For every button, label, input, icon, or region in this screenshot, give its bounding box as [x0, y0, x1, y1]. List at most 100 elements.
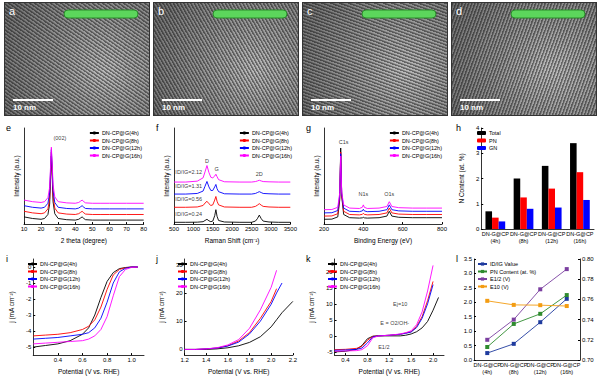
svg-text:DN-CP@G(16h): DN-CP@G(16h): [190, 284, 230, 290]
svg-text:DN-CP@G(12h): DN-CP@G(12h): [252, 145, 292, 151]
svg-text:600: 600: [398, 226, 409, 232]
svg-text:DN-CP@G(4h): DN-CP@G(4h): [102, 130, 139, 136]
svg-text:1: 1: [476, 201, 480, 207]
svg-text:-4: -4: [26, 328, 32, 334]
svg-text:1.0: 1.0: [128, 357, 137, 363]
svg-text:DN-CP@G(16h): DN-CP@G(16h): [252, 153, 292, 159]
svg-text:DN-CP@G(12h): DN-CP@G(12h): [340, 276, 380, 282]
svg-text:0.8: 0.8: [103, 357, 112, 363]
svg-text:0.4: 0.4: [54, 357, 63, 363]
svg-text:0.78: 0.78: [582, 276, 594, 282]
svg-text:0.72: 0.72: [582, 337, 594, 343]
svg-text:500: 500: [169, 226, 180, 232]
svg-text:2.0: 2.0: [429, 357, 438, 363]
svg-text:-5: -5: [327, 349, 333, 355]
svg-text:Total: Total: [489, 130, 501, 136]
svg-text:1.2: 1.2: [385, 357, 394, 363]
svg-text:Potential (V vs. RHE): Potential (V vs. RHE): [208, 368, 269, 376]
svg-text:N1s: N1s: [358, 191, 368, 197]
svg-text:k: k: [306, 254, 311, 264]
svg-text:e: e: [6, 123, 11, 133]
svg-text:Potential (V vs. RHE): Potential (V vs. RHE): [58, 368, 119, 376]
svg-text:0.74: 0.74: [582, 317, 594, 323]
svg-text:N Content (at. %): N Content (at. %): [458, 153, 466, 203]
svg-text:1.5: 1.5: [464, 314, 473, 320]
svg-text:3500: 3500: [284, 226, 298, 232]
svg-text:(4h): (4h): [490, 238, 500, 244]
svg-text:1.8: 1.8: [245, 357, 254, 363]
svg-text:-2: -2: [26, 296, 32, 302]
svg-text:j: j: [155, 254, 158, 264]
svg-text:1000: 1000: [187, 226, 201, 232]
svg-text:DN-CP@G(12h): DN-CP@G(12h): [40, 276, 80, 282]
svg-text:-1: -1: [26, 280, 32, 286]
svg-text:40: 40: [72, 226, 79, 232]
svg-text:PN: PN: [489, 138, 497, 144]
svg-text:E = O2/OH-: E = O2/OH-: [380, 320, 409, 326]
svg-text:10: 10: [176, 318, 183, 324]
svg-text:DN-CP@G(16h): DN-CP@G(16h): [340, 284, 380, 290]
svg-text:400: 400: [358, 226, 369, 232]
svg-text:Intensity (a.u.): Intensity (a.u.): [13, 155, 21, 196]
svg-text:j (mA cm⁻²): j (mA cm⁻²): [158, 291, 166, 324]
svg-text:DN-CP@G(4h): DN-CP@G(4h): [40, 261, 77, 267]
svg-text:2D: 2D: [256, 171, 263, 177]
svg-text:DN-CP@G(4h): DN-CP@G(4h): [190, 261, 227, 267]
svg-text:50: 50: [89, 226, 96, 232]
svg-text:2 theta (degree): 2 theta (degree): [61, 237, 107, 245]
svg-text:Ej=10: Ej=10: [393, 301, 407, 307]
svg-text:10: 10: [326, 301, 333, 307]
svg-text:0.8: 0.8: [363, 357, 372, 363]
svg-text:Intensity (a.u.): Intensity (a.u.): [313, 155, 321, 196]
svg-text:g: g: [306, 123, 311, 133]
svg-text:0.6: 0.6: [78, 357, 87, 363]
svg-text:DN-G@CP: DN-G@CP: [566, 231, 594, 237]
svg-text:10: 10: [21, 226, 28, 232]
svg-text:Raman Shift (cm⁻¹): Raman Shift (cm⁻¹): [205, 237, 260, 245]
svg-text:ID/IG=1.31: ID/IG=1.31: [175, 183, 202, 189]
svg-text:20: 20: [38, 226, 45, 232]
svg-text:DN-CP@G(12h): DN-CP@G(12h): [190, 276, 230, 282]
svg-text:(8h): (8h): [519, 238, 529, 244]
svg-text:(8h): (8h): [509, 369, 519, 375]
svg-text:-5: -5: [26, 344, 32, 350]
svg-text:0: 0: [329, 333, 333, 339]
svg-text:j (mA cm⁻²): j (mA cm⁻²): [308, 291, 316, 324]
svg-text:0.5: 0.5: [464, 343, 473, 349]
svg-text:DN-CP@G(4h): DN-CP@G(4h): [402, 130, 439, 136]
svg-text:DN-CP@G(4h): DN-CP@G(4h): [340, 261, 377, 267]
svg-text:0.70: 0.70: [582, 357, 594, 363]
svg-text:1500: 1500: [206, 226, 220, 232]
svg-text:DN-CP@G(16h): DN-CP@G(16h): [402, 153, 442, 159]
svg-text:3.5: 3.5: [464, 256, 473, 262]
svg-text:5: 5: [329, 317, 333, 323]
svg-text:20: 20: [176, 290, 183, 296]
svg-text:Intensity (a.u.): Intensity (a.u.): [163, 155, 171, 196]
svg-text:0: 0: [179, 346, 183, 352]
svg-text:4: 4: [476, 125, 480, 131]
svg-text:DN-G@CP: DN-G@CP: [538, 231, 566, 237]
svg-text:DN-G@CP: DN-G@CP: [553, 362, 581, 368]
svg-text:DN-G@CP: DN-G@CP: [527, 362, 555, 368]
svg-text:1.4: 1.4: [202, 357, 211, 363]
svg-text:60: 60: [106, 226, 113, 232]
svg-text:l: l: [456, 254, 458, 264]
svg-text:0.76: 0.76: [582, 296, 594, 302]
svg-text:j (mA cm⁻²): j (mA cm⁻²): [8, 291, 16, 324]
svg-text:1.6: 1.6: [407, 357, 416, 363]
svg-text:ID/IG Value: ID/IG Value: [490, 261, 518, 267]
svg-text:DN-CP@G(12h): DN-CP@G(12h): [402, 145, 442, 151]
svg-text:ID/IG=0.56: ID/IG=0.56: [175, 196, 202, 202]
svg-text:70: 70: [123, 226, 130, 232]
svg-text:DN-G@CP: DN-G@CP: [500, 362, 528, 368]
svg-text:DN-CP@G(4h): DN-CP@G(4h): [252, 130, 289, 136]
svg-text:(4h): (4h): [482, 369, 492, 375]
svg-text:PN Content (at. %): PN Content (at. %): [490, 269, 536, 275]
svg-text:(002): (002): [53, 135, 66, 141]
svg-text:DN-CP@G(8h): DN-CP@G(8h): [252, 138, 289, 144]
svg-text:E10 (V): E10 (V): [490, 284, 509, 290]
svg-text:f: f: [156, 123, 159, 133]
svg-text:0: 0: [476, 226, 480, 232]
svg-text:(16h): (16h): [560, 369, 573, 375]
svg-text:800: 800: [437, 226, 448, 232]
